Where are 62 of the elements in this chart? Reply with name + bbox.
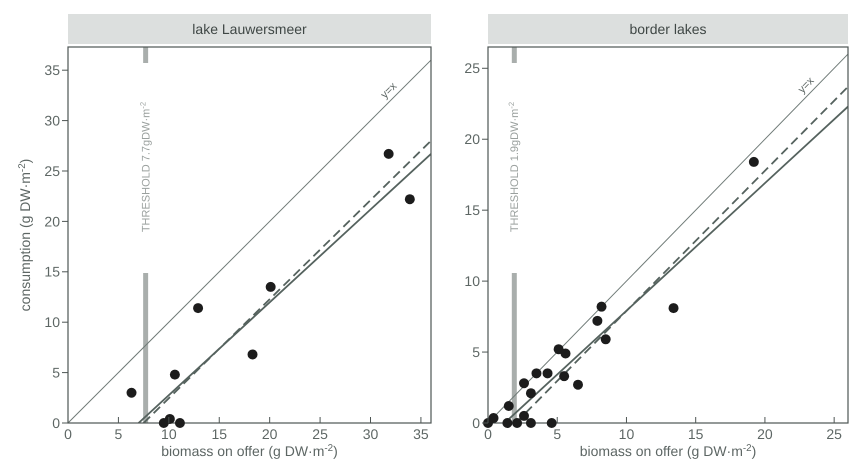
point — [170, 370, 180, 380]
x-tick-label: 15 — [211, 426, 228, 442]
y-tick-label: 25 — [44, 162, 60, 179]
point — [193, 303, 204, 314]
x-axis-title: biomass on offer (g DW·m$^{-2}$) — [161, 442, 338, 459]
y-tick-label: 5 — [52, 364, 60, 380]
point — [384, 148, 394, 159]
point — [526, 418, 536, 428]
x-tick-label: 25 — [826, 426, 842, 442]
x-tick-label: 35 — [413, 426, 429, 442]
point — [592, 316, 602, 326]
point — [164, 414, 175, 424]
x-tick-label: 10 — [618, 426, 634, 442]
x-tick-label: 5 — [114, 426, 123, 442]
point — [174, 418, 185, 428]
text: y=x — [796, 74, 817, 96]
point — [531, 368, 542, 378]
x-tick-label: 30 — [362, 426, 378, 442]
point — [600, 334, 611, 344]
y-tick-label: 0 — [52, 414, 60, 431]
point — [668, 303, 679, 314]
point — [519, 410, 529, 421]
y-tick-label: 30 — [44, 112, 60, 128]
x-axis-title: biomass on offer (g DW·m$^{-2}$) — [580, 442, 756, 459]
point — [596, 302, 607, 312]
x-tick-label: 25 — [312, 426, 328, 442]
point — [748, 156, 759, 167]
x-tick-label: 10 — [161, 426, 177, 442]
point — [504, 400, 514, 411]
y-tick-label: 15 — [44, 264, 60, 280]
x-tick-label: 20 — [757, 426, 773, 442]
point — [266, 282, 276, 292]
y-tick-label: 20 — [464, 131, 480, 148]
point — [126, 388, 137, 398]
chart-title: border lakes — [629, 21, 707, 37]
y-tick-label: 5 — [472, 344, 480, 360]
point — [554, 344, 564, 354]
point — [546, 418, 557, 428]
point — [542, 368, 553, 378]
point — [512, 418, 522, 428]
point — [519, 378, 529, 388]
x-tick-label: 0 — [484, 426, 492, 442]
y-tick-label: 10 — [464, 273, 480, 290]
point — [502, 418, 512, 428]
point — [559, 371, 570, 382]
point — [248, 349, 258, 360]
y-tick-label: 10 — [44, 314, 60, 330]
y-tick-label: 25 — [464, 60, 480, 76]
chart-title: lake Lauwersmeer — [192, 21, 308, 37]
point — [560, 348, 571, 358]
point — [526, 388, 536, 398]
text: y=x — [378, 80, 400, 102]
y-tick-label: 15 — [464, 202, 480, 218]
x-tick-label: 15 — [688, 426, 704, 442]
y-tick-label: 20 — [44, 213, 60, 230]
x-tick-label: 20 — [262, 426, 278, 442]
point — [573, 380, 583, 390]
y-tick-label: 0 — [472, 414, 480, 431]
x-tick-label: 5 — [553, 426, 562, 442]
x-tick-label: 0 — [64, 426, 72, 442]
y-tick-label: 35 — [44, 62, 60, 78]
point — [404, 194, 415, 204]
